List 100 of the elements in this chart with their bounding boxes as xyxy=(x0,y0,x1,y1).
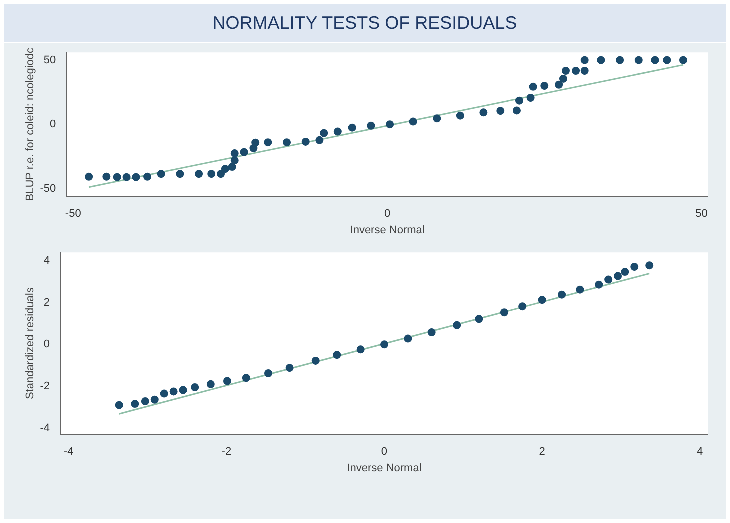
point xyxy=(230,150,239,158)
point xyxy=(621,268,630,276)
point xyxy=(663,56,672,64)
point xyxy=(157,170,166,178)
point xyxy=(316,136,324,144)
point xyxy=(223,377,232,386)
y-axis-title: Standardized residuals xyxy=(24,287,37,400)
x-tick-label: 0 xyxy=(381,446,388,458)
point xyxy=(604,276,613,284)
y-tick-label: 0 xyxy=(44,338,50,351)
point xyxy=(500,308,508,317)
point xyxy=(333,351,342,360)
point xyxy=(404,334,412,343)
y-tick-label: 0 xyxy=(50,118,56,131)
x-tick-label: -2 xyxy=(222,446,232,458)
point xyxy=(264,138,272,147)
point xyxy=(160,390,168,398)
point xyxy=(386,120,394,129)
point xyxy=(651,56,660,64)
point xyxy=(572,66,580,75)
chart-title: NORMALITY TESTS OF RESIDUALS xyxy=(4,4,726,43)
point xyxy=(221,165,230,174)
point xyxy=(433,114,442,123)
point xyxy=(576,286,584,294)
point xyxy=(580,56,589,64)
y-tick-label: -50 xyxy=(40,182,56,195)
x-tick-label: 0 xyxy=(384,208,391,220)
point xyxy=(115,401,124,410)
point xyxy=(176,170,184,178)
point xyxy=(529,82,538,91)
point xyxy=(170,388,178,396)
point xyxy=(113,173,122,182)
point xyxy=(595,280,604,289)
point xyxy=(230,156,239,165)
point xyxy=(302,138,310,146)
point xyxy=(228,163,236,172)
point xyxy=(206,380,215,388)
point xyxy=(616,56,624,64)
point xyxy=(634,56,643,64)
y-tick-label: 4 xyxy=(44,255,50,267)
x-axis-title: Inverse Normal xyxy=(347,462,422,474)
point xyxy=(562,66,570,75)
point xyxy=(559,74,568,83)
point xyxy=(240,148,248,156)
point xyxy=(496,107,505,116)
point xyxy=(630,263,639,272)
point xyxy=(679,56,688,64)
point xyxy=(122,173,131,182)
point xyxy=(614,272,622,280)
point xyxy=(475,315,484,324)
point xyxy=(555,80,564,89)
point xyxy=(428,328,436,337)
x-tick-label: 2 xyxy=(539,446,546,458)
point xyxy=(646,262,654,270)
point xyxy=(144,172,152,181)
point xyxy=(480,108,488,117)
point xyxy=(264,370,272,378)
x-axis-title: Inverse Normal xyxy=(350,224,425,236)
point xyxy=(334,128,342,136)
point xyxy=(312,356,320,365)
point xyxy=(540,82,549,90)
point xyxy=(512,106,521,115)
point xyxy=(367,122,376,130)
point xyxy=(518,302,527,311)
point xyxy=(516,96,524,105)
x-tick-label: -4 xyxy=(64,446,74,458)
point xyxy=(242,374,250,382)
point xyxy=(132,173,140,182)
point xyxy=(252,138,260,147)
point xyxy=(380,340,388,349)
point xyxy=(217,170,226,178)
point xyxy=(150,396,159,404)
y-tick-label: 50 xyxy=(44,54,56,66)
point xyxy=(453,321,462,330)
point xyxy=(286,364,294,372)
y-tick-label: 2 xyxy=(44,296,50,309)
x-tick-label: 50 xyxy=(696,208,708,220)
point xyxy=(456,112,464,120)
point xyxy=(538,296,546,304)
x-tick-label: 4 xyxy=(697,446,704,458)
point xyxy=(597,56,606,64)
y-tick-label: -2 xyxy=(40,380,50,393)
y-axis-title: BLUP r.e. for coleid: ncolegiodc xyxy=(24,47,37,202)
point xyxy=(191,384,200,392)
point xyxy=(85,172,94,181)
point xyxy=(283,138,292,147)
point xyxy=(102,172,111,181)
point xyxy=(195,170,204,178)
point xyxy=(356,346,365,354)
point xyxy=(409,118,418,126)
point xyxy=(348,124,356,132)
x-tick-label: -50 xyxy=(65,208,82,220)
point xyxy=(558,290,566,299)
point xyxy=(580,66,589,75)
y-tick-label: -4 xyxy=(40,422,50,434)
point xyxy=(320,129,328,138)
point xyxy=(208,170,216,178)
point xyxy=(179,386,188,394)
point xyxy=(141,398,150,406)
point xyxy=(131,400,140,408)
